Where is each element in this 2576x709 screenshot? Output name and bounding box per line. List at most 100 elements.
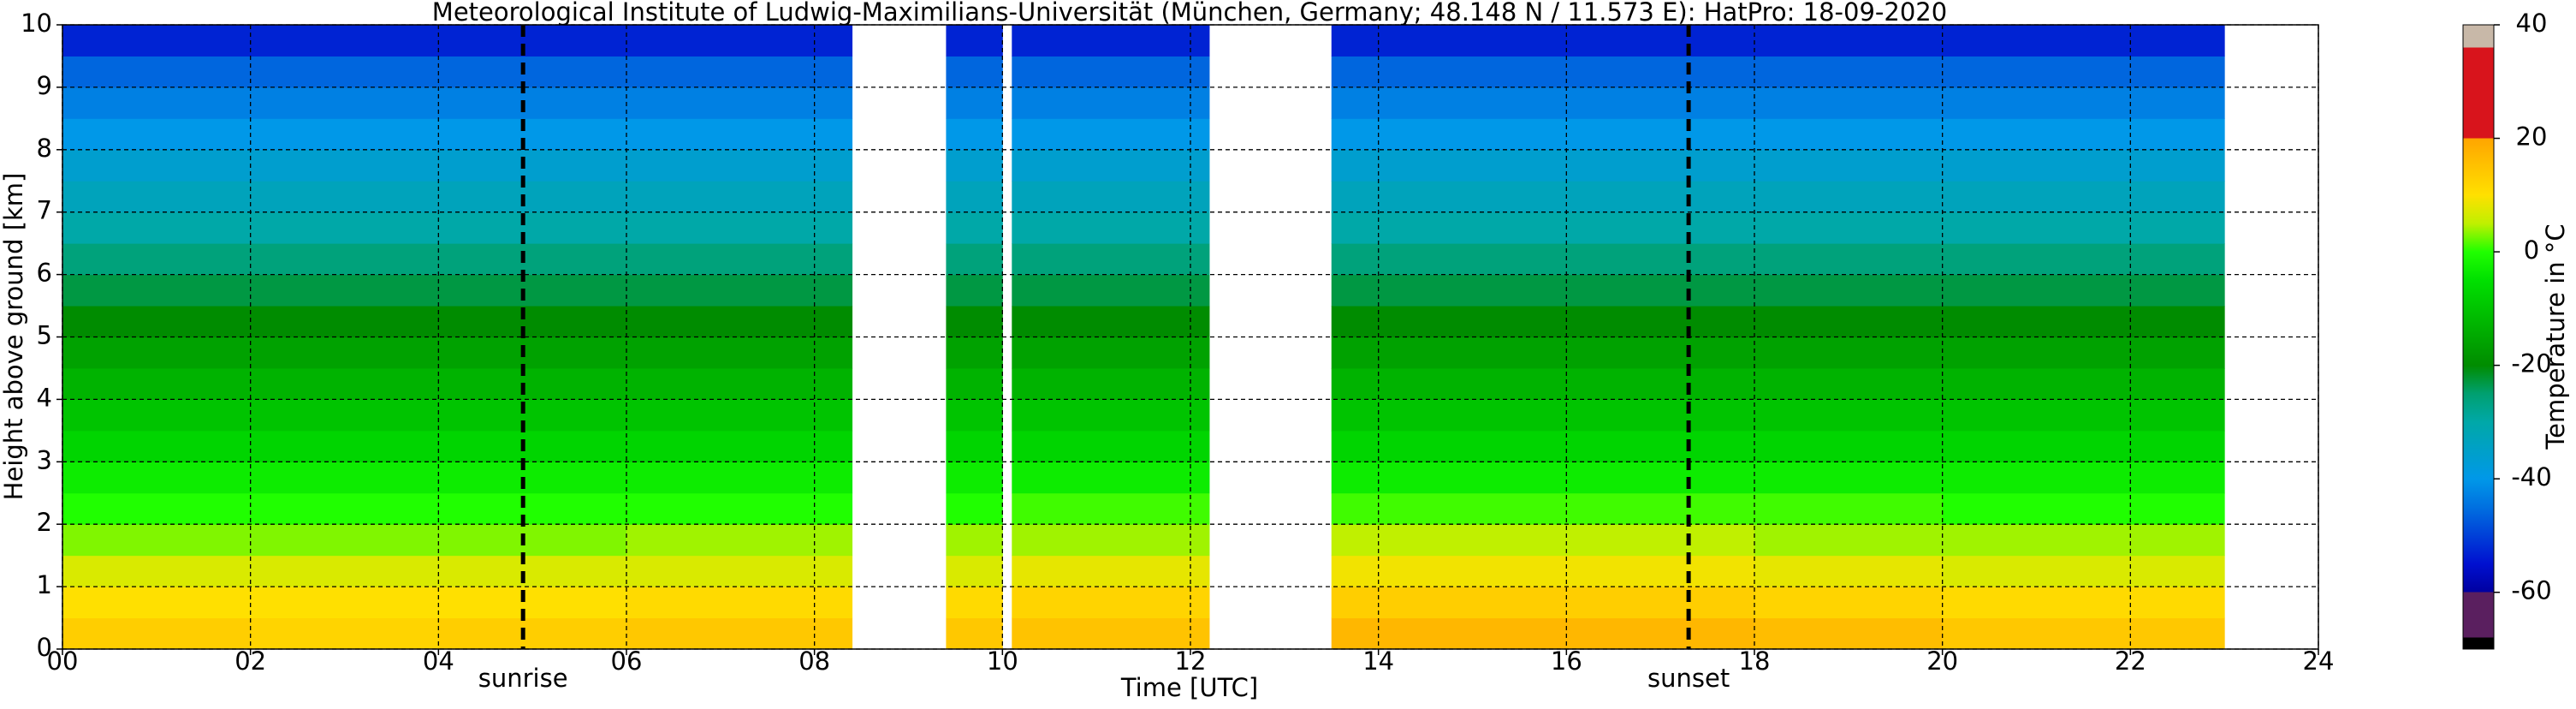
heatmap-cell	[1942, 587, 2225, 619]
heatmap-cell	[946, 274, 1003, 307]
heatmap-cell	[250, 306, 439, 337]
heatmap-cell	[1754, 306, 1944, 337]
heatmap-cell	[1942, 306, 2225, 337]
heatmap-cell	[438, 524, 627, 557]
heatmap-cell	[1012, 524, 1210, 557]
x-tick-label: 12	[1175, 646, 1207, 676]
heatmap-cell	[1331, 492, 1567, 525]
heatmap-cell	[62, 149, 252, 182]
heatmap-cell	[250, 399, 439, 432]
heatmap-cell	[1942, 56, 2225, 88]
x-axis-label: Time [UTC]	[1120, 673, 1258, 702]
heatmap-cell	[62, 274, 252, 307]
heatmap-cell	[946, 492, 1003, 525]
heatmap-cell	[1331, 587, 1567, 619]
heatmap-cell	[1942, 617, 2225, 650]
heatmap-cell	[1566, 86, 1755, 119]
y-tick-label: 4	[37, 383, 52, 412]
heatmap-cell	[1012, 149, 1210, 182]
heatmap-cell	[946, 367, 1003, 400]
x-tick-label: 10	[987, 646, 1018, 676]
y-tick-label: 1	[37, 570, 52, 599]
heatmap-cell	[1942, 555, 2225, 587]
heatmap-cell	[438, 149, 627, 182]
heatmap-cell	[626, 492, 853, 525]
heatmap-cell	[946, 399, 1003, 432]
colorbar-tick-label: 0	[2524, 235, 2539, 265]
heatmap-cell	[1566, 25, 1755, 57]
heatmap-cell	[250, 462, 439, 494]
heatmap-cell	[1942, 243, 2225, 276]
heatmap-cell	[1566, 555, 1755, 587]
heatmap-cell	[250, 367, 439, 400]
heatmap-cell	[626, 524, 853, 557]
heatmap-cell	[946, 243, 1003, 276]
x-tick-label: 08	[798, 646, 830, 676]
heatmap-cell	[438, 367, 627, 400]
heatmap-cell	[1754, 212, 1944, 244]
heatmap-cell	[438, 306, 627, 337]
heatmap-cell	[1942, 181, 2225, 213]
colorbar-tick-label: -40	[2511, 462, 2551, 492]
heatmap-cell	[1012, 181, 1210, 213]
heatmap-cell	[1942, 274, 2225, 307]
heatmap-cell	[250, 492, 439, 525]
heatmap-cell	[62, 462, 252, 494]
heatmap-cell	[62, 337, 252, 369]
heatmap-cell	[1942, 337, 2225, 369]
heatmap-cell	[438, 25, 627, 57]
heatmap-cell	[438, 587, 627, 619]
heatmap-cell	[1012, 492, 1210, 525]
heatmap-cell	[946, 212, 1003, 244]
heatmap-cell	[250, 430, 439, 462]
heatmap-cell	[626, 25, 853, 57]
heatmap-cell	[626, 430, 853, 462]
y-tick-label: 9	[37, 71, 52, 100]
heatmap-cell	[250, 56, 439, 88]
heatmap-cell	[1942, 524, 2225, 557]
heatmap-cell	[62, 86, 252, 119]
heatmap-cell	[1331, 555, 1567, 587]
x-tick-label: 00	[47, 646, 79, 676]
heatmap-cell	[1012, 306, 1210, 337]
heatmap-cell	[1754, 367, 1944, 400]
heatmap-cell	[1566, 524, 1755, 557]
heatmap-cell	[626, 555, 853, 587]
heatmap-cell	[62, 56, 252, 88]
heatmap-cell	[1331, 181, 1567, 213]
x-tick-label: 06	[611, 646, 643, 676]
heatmap-cell	[250, 149, 439, 182]
heatmap-cell	[1331, 274, 1567, 307]
heatmap-cell	[1331, 56, 1567, 88]
heatmap-cell	[1754, 56, 1944, 88]
heatmap-cell	[62, 212, 252, 244]
colorbar-tick-label: 40	[2516, 9, 2548, 38]
heatmap-cell	[438, 56, 627, 88]
heatmap-cell	[1331, 149, 1567, 182]
heatmap-cell	[1566, 462, 1755, 494]
heatmap-cell	[438, 555, 627, 587]
heatmap-cell	[1942, 367, 2225, 400]
heatmap-cell	[1012, 25, 1210, 57]
heatmap-cell	[438, 181, 627, 213]
x-tick-label: 04	[423, 646, 454, 676]
heatmap-cell	[626, 306, 853, 337]
heatmap-cell	[1754, 86, 1944, 119]
heatmap-cell	[62, 617, 252, 650]
heatmap-cell	[1012, 617, 1210, 650]
heatmap-cell	[1012, 399, 1210, 432]
heatmap-cell	[1754, 149, 1944, 182]
heatmap-cell	[62, 243, 252, 276]
heatmap-cell	[626, 118, 853, 151]
heatmap-cell	[1566, 587, 1755, 619]
heatmap-cell	[1942, 86, 2225, 119]
heatmap-cell	[1566, 56, 1755, 88]
heatmap-cell	[1331, 462, 1567, 494]
heatmap-cell	[1942, 118, 2225, 151]
heatmap-cell	[250, 118, 439, 151]
x-tick-label: 24	[2303, 646, 2335, 676]
heatmap-cell	[1754, 492, 1944, 525]
heatmap-cell	[626, 86, 853, 119]
event-label: sunset	[1647, 664, 1730, 693]
plot-frame	[62, 24, 2319, 650]
